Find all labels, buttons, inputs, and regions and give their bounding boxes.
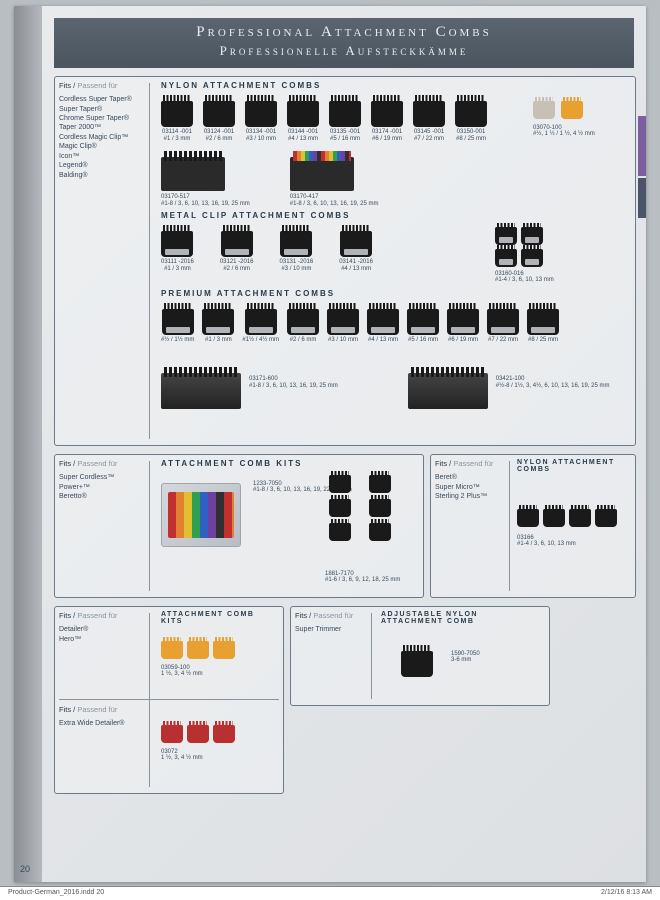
nylon2-label: 03166#1-4 / 3, 6, 10, 13 mm (517, 535, 576, 547)
tab-strip-dark (638, 178, 646, 218)
nylon-extra-label: 03070-100#½, 1 ½ / 1 ½, 4 ½ mm (533, 125, 595, 137)
adj-label: 1590-70503-6 mm (451, 651, 480, 663)
comb-item: #2 / 6 mm (287, 309, 319, 344)
section-kits2-title: ATTACHMENT COMB KITS (161, 611, 271, 625)
footer-timestamp: 2/12/16 8:13 AM (601, 889, 652, 898)
section-premium-title: PREMIUM ATTACHMENT COMBS (161, 289, 335, 298)
metal-extra (495, 227, 543, 245)
horizontal-separator (59, 699, 279, 700)
catalog-page: Professional Attachment Combs Profession… (14, 6, 646, 882)
kit2-label: 1881-7170#1-6 / 3, 6, 9, 12, 18, 25 mm (325, 571, 400, 583)
tab-strip-purple (638, 116, 646, 176)
comb-item: 03145 -001#7 / 22 mm (413, 101, 445, 142)
fits-column-main: Fits / Passend für Cordless Super Taper®… (59, 81, 145, 180)
left-margin-strip (14, 6, 42, 882)
kits2b-label: 030721 ½, 3, 4 ½ mm (161, 749, 203, 761)
nylon-row: 03114 -001#1 / 3 mm 03124 -001#2 / 6 mm … (161, 101, 487, 142)
yellow-combs (161, 641, 235, 659)
comb-item: #3 / 10 mm (327, 309, 359, 344)
page-number: 20 (20, 864, 30, 874)
adj-comb (401, 651, 433, 677)
comb-item: #8 / 25 mm (527, 309, 559, 344)
comb-item: 03131 -2016#3 / 10 mm (280, 231, 314, 272)
footer-filename: Product-German_2016.indd 20 (8, 889, 104, 898)
nylon2-combs (517, 509, 617, 527)
premium-sets-row: 03171-600#1-8 / 3, 6, 10, 13, 16, 19, 25… (161, 373, 609, 409)
vertical-separator (149, 83, 150, 439)
comb-item: 03124 -001#2 / 6 mm (203, 101, 235, 142)
panel-kits2: ATTACHMENT COMB KITS Fits / Passend für … (54, 606, 284, 794)
panel-adjustable: Fits / Passend für Super Trimmer ADJUSTA… (290, 606, 550, 706)
comb-set: 03170-517#1-8 / 3, 6, 10, 13, 16, 19, 25… (161, 157, 250, 208)
comb-item: 03134 -001#3 / 10 mm (245, 101, 277, 142)
fits-column-kits: Fits / Passend für Super Cordless™ Power… (59, 459, 145, 501)
comb-item: 03174 -001#6 / 19 mm (371, 101, 403, 142)
kit-combs-grid (325, 475, 395, 541)
vertical-separator (509, 461, 510, 591)
vertical-separator (371, 613, 372, 699)
red-combs (161, 725, 235, 743)
section-metal-title: METAL CLIP ATTACHMENT COMBS (161, 211, 350, 220)
kit-box-image (161, 483, 241, 547)
comb-item: #5 / 16 mm (407, 309, 439, 344)
panel-main: Fits / Passend für Cordless Super Taper®… (54, 76, 636, 446)
fits-column-adj: Fits / Passend für Super Trimmer (295, 611, 367, 635)
title-de: Professionelle Aufsteckkämme (54, 43, 634, 59)
nylon-sets-row: 03170-517#1-8 / 3, 6, 10, 13, 16, 19, 25… (161, 157, 378, 208)
nylon-extra (533, 101, 583, 119)
comb-item: 03111 -2016#1 / 3 mm (161, 231, 194, 272)
comb-item: #4 / 13 mm (367, 309, 399, 344)
vertical-separator (149, 613, 150, 787)
fits-column-kits2a: Fits / Passend für Detailer® Hero™ (59, 611, 145, 644)
comb-item: 03135 -001#5 / 16 mm (329, 101, 361, 142)
vertical-separator (149, 461, 150, 591)
comb-item: #6 / 19 mm (447, 309, 479, 344)
comb-set: 03170-417#1-8 / 3, 6, 10, 13, 16, 19, 25… (290, 157, 379, 208)
section-adj-title: ADJUSTABLE NYLON ATTACHMENT COMB (381, 611, 541, 625)
comb-item: #½ / 1½ mm (161, 309, 194, 344)
fits-column-nylon2: Fits / Passend für Beret® Super Micro™ S… (435, 459, 505, 501)
section-kits-title: ATTACHMENT COMB KITS (161, 459, 302, 468)
premium-row: #½ / 1½ mm #1 / 3 mm #1½ / 4½ mm #2 / 6 … (161, 309, 559, 344)
metal-extra-label: 03160-016#1-4 / 3, 6, 10, 13 mm (495, 271, 554, 283)
panel-nylon2: Fits / Passend für Beret® Super Micro™ S… (430, 454, 636, 598)
panel-kits: Fits / Passend für Super Cordless™ Power… (54, 454, 424, 598)
comb-item: #1 / 3 mm (202, 309, 234, 344)
metal-row: 03111 -2016#1 / 3 mm 03121 -2016#2 / 6 m… (161, 231, 373, 272)
comb-set: 03171-600#1-8 / 3, 6, 10, 13, 16, 19, 25… (161, 373, 338, 409)
section-nylon2-title: NYLON ATTACHMENT COMBS (517, 459, 627, 473)
fits-column-kits2b: Fits / Passend für Extra Wide Detailer® (59, 705, 145, 729)
kits2a-label: 03059-1001 ½, 3, 4 ½ mm (161, 665, 203, 677)
title-en: Professional Attachment Combs (54, 24, 634, 41)
comb-item: 03144 -001#4 / 13 mm (287, 101, 319, 142)
comb-item: 03114 -001#1 / 3 mm (161, 101, 193, 142)
comb-item: 03150-001#8 / 25 mm (455, 101, 487, 142)
section-nylon-title: NYLON ATTACHMENT COMBS (161, 81, 321, 90)
comb-item: 03121 -2016#2 / 6 mm (220, 231, 254, 272)
comb-item: #1½ / 4½ mm (242, 309, 279, 344)
comb-item: 03141 -2016#4 / 13 mm (339, 231, 373, 272)
comb-set: 03421-100#½-8 / 1½, 3, 4½, 6, 10, 13, 16… (408, 373, 610, 409)
indesign-footer: Product-German_2016.indd 20 2/12/16 8:13… (0, 886, 660, 900)
comb-item: #7 / 22 mm (487, 309, 519, 344)
page-header: Professional Attachment Combs Profession… (54, 18, 634, 68)
